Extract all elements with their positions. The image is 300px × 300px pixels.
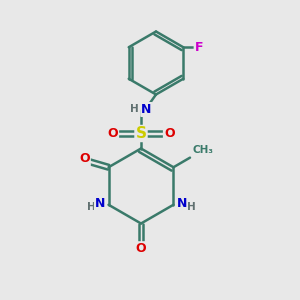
Text: O: O <box>164 127 175 140</box>
Text: H: H <box>87 202 95 212</box>
Text: F: F <box>195 41 203 54</box>
Text: S: S <box>136 126 146 141</box>
Text: H: H <box>187 202 195 212</box>
Text: H: H <box>130 104 139 114</box>
Text: N: N <box>177 197 187 210</box>
Text: N: N <box>95 197 105 210</box>
Text: N: N <box>141 103 152 116</box>
Text: O: O <box>136 242 146 255</box>
Text: O: O <box>107 127 118 140</box>
Text: CH₃: CH₃ <box>192 145 213 155</box>
Text: O: O <box>79 152 90 165</box>
